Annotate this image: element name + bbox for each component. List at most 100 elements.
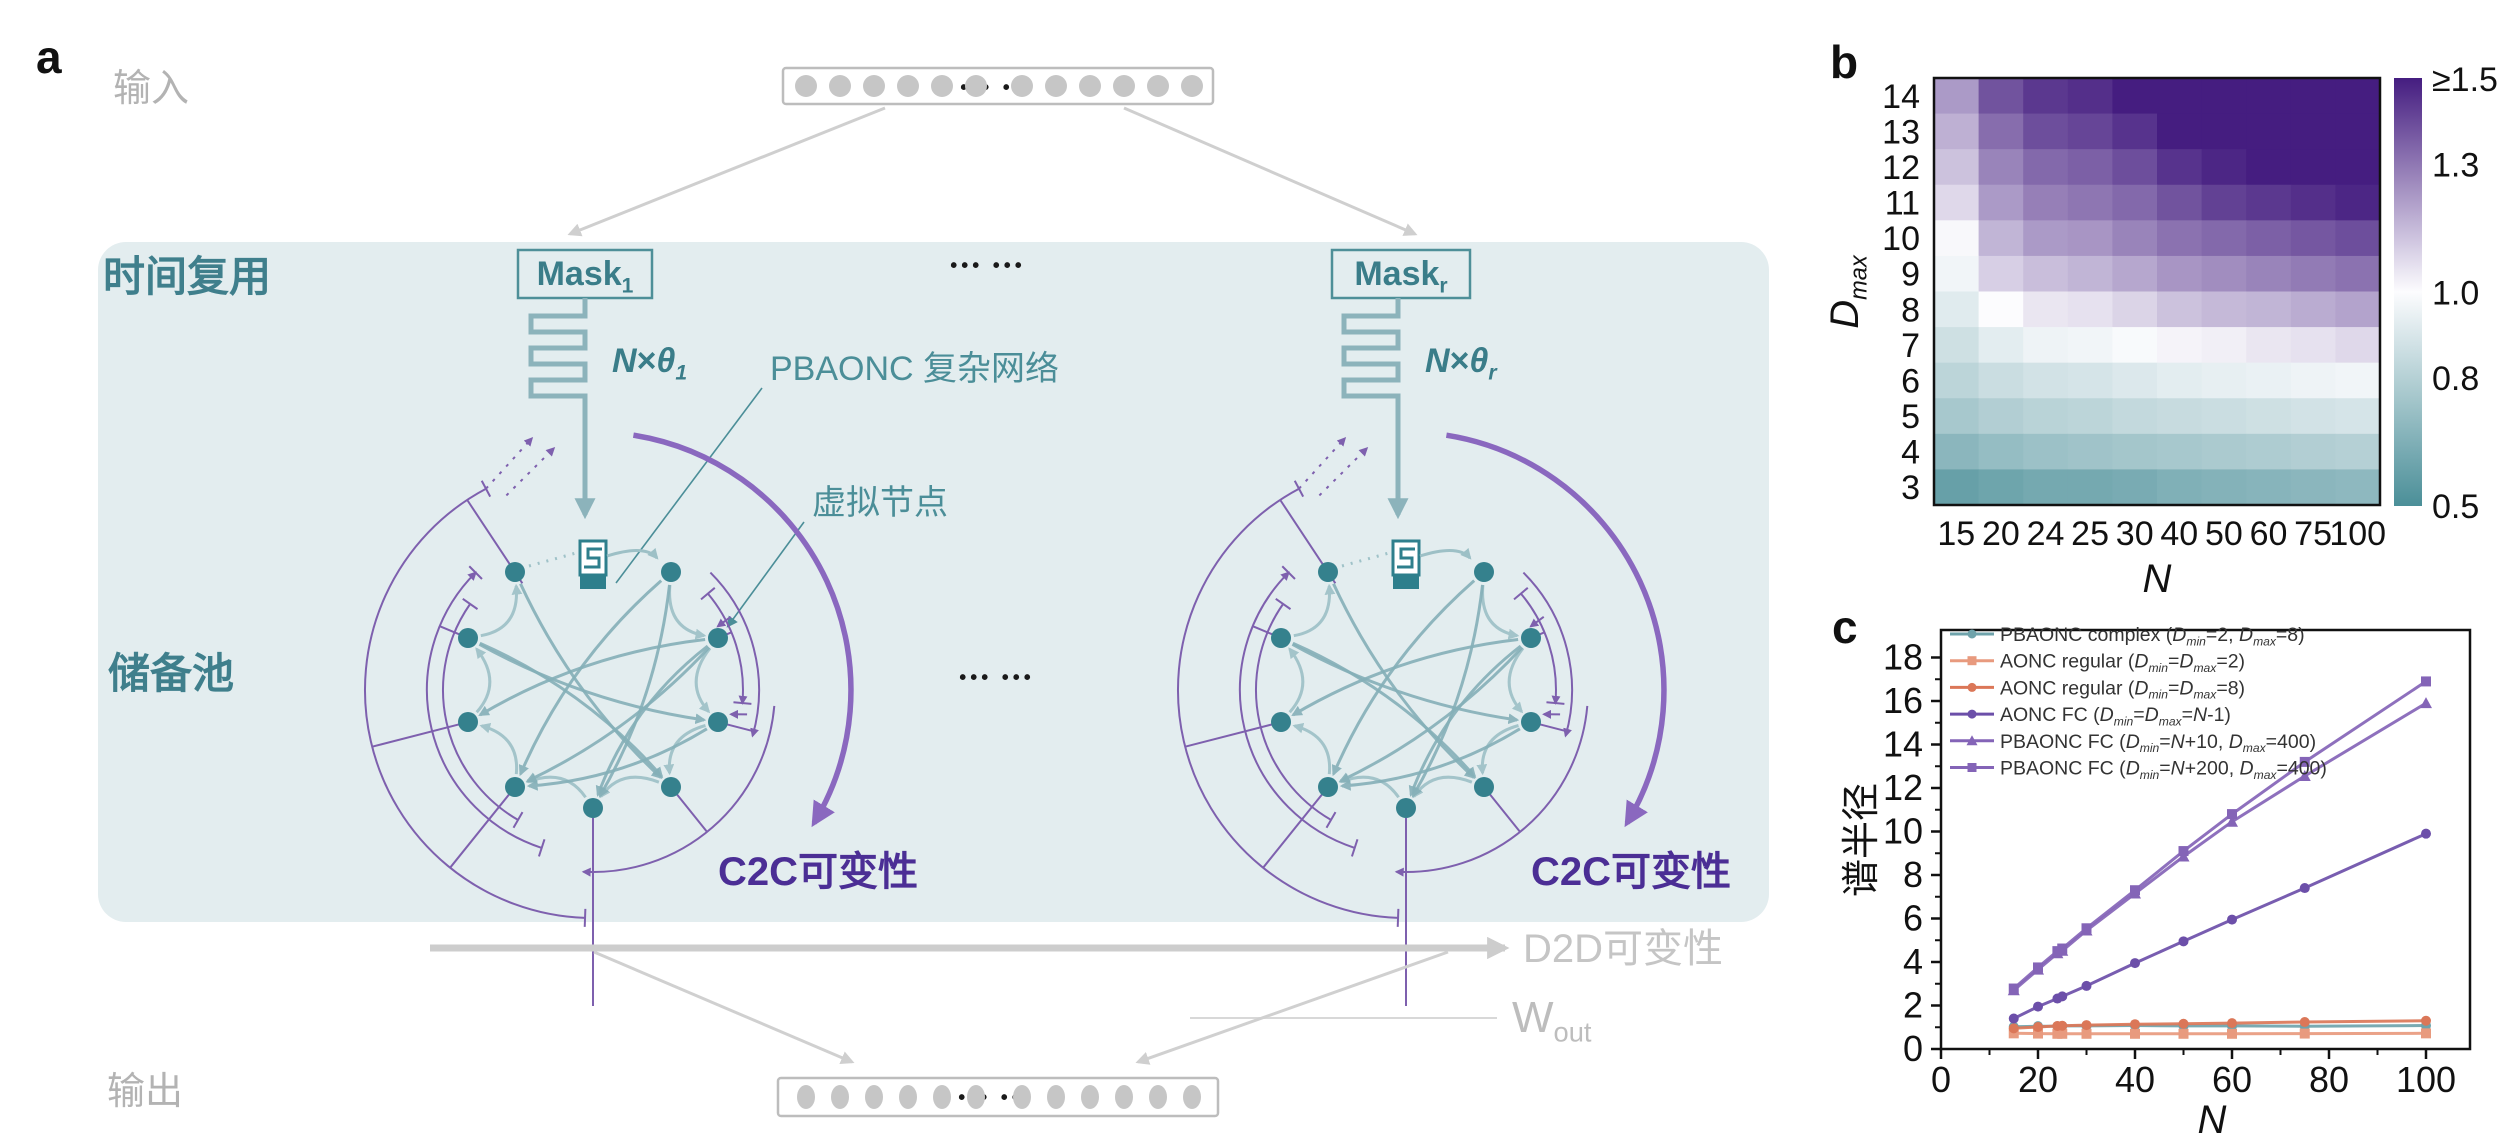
- heatmap-cell: [2023, 433, 2069, 470]
- delay-loop-arc: [1176, 487, 1399, 919]
- data-point: [2008, 1023, 2019, 1034]
- heatmap-cell: [2157, 184, 2203, 221]
- data-point: [2420, 697, 2432, 709]
- heatmap-cell: [2246, 362, 2292, 399]
- network-edge: [694, 647, 712, 714]
- delay-loop-arc: [1394, 705, 1589, 877]
- mask1-box: Mask1: [516, 248, 654, 300]
- heatmap-ylabel: Dmax: [1823, 254, 1872, 329]
- delay-loop-arc: [581, 705, 776, 877]
- panel-a: a 输入 时间复用 储备池 ••• ••• Mask1 ••• ••• Mask…: [36, 31, 1769, 1118]
- y-tick-label: 8: [1903, 854, 1923, 895]
- heatmap-cell: [2246, 255, 2292, 292]
- heatmap-cell: [2201, 113, 2247, 150]
- y-tick-label: 4: [1903, 941, 1923, 982]
- delay-loop-cap: [1325, 811, 1337, 829]
- heatmap-cell: [2157, 469, 2203, 506]
- reservoir-node: [505, 562, 525, 582]
- heatmap-cell: [1978, 469, 2024, 506]
- reservoir-node: [1271, 628, 1291, 648]
- delay-spoke: [371, 720, 470, 748]
- data-point: [2299, 756, 2310, 767]
- heatmap-xlabel: N: [2143, 557, 2172, 601]
- reservoir-node: [583, 798, 603, 818]
- delay-loop-cap: [700, 587, 716, 601]
- network-edge: [1292, 641, 1477, 779]
- ntheta1-label: N×θ1: [612, 342, 687, 384]
- heatmap-cell: [1978, 291, 2024, 328]
- heatmap-cell: [2246, 149, 2292, 186]
- network-edge: [663, 724, 706, 776]
- data-point: [2178, 1028, 2189, 1039]
- network-edge: [1332, 583, 1476, 779]
- network-edge: [479, 641, 664, 779]
- colorbar-tick: 1.0: [2432, 275, 2479, 313]
- delay-loop-arc: [707, 592, 748, 705]
- delay-spoke: [1184, 720, 1283, 748]
- reservoir-node: [458, 712, 478, 732]
- reservoir-node: [1521, 712, 1541, 732]
- heatmap-cell: [2112, 398, 2158, 435]
- input-node: [829, 75, 851, 97]
- input-label: 输入: [113, 68, 189, 110]
- delay-loop-cap: [1350, 839, 1359, 857]
- delay-loop-arc: [1520, 592, 1561, 705]
- heatmap-cell: [1978, 78, 2024, 115]
- heatmap-cell: [1934, 362, 1980, 399]
- linechart-legend: PBAONC complex (Dmin=2, Dmax=8) AONC regu…: [1950, 624, 2327, 782]
- network-edge: [478, 638, 706, 717]
- heatmap-cell: [2023, 113, 2069, 150]
- heatmap-cell: [2290, 469, 2336, 506]
- input-node: [1147, 75, 1169, 97]
- heatmap-cell: [2112, 78, 2158, 115]
- data-point: [2081, 923, 2092, 934]
- colorbar: [2394, 78, 2422, 506]
- heatmap-xtick: 24: [2027, 515, 2065, 553]
- data-point: [2299, 1017, 2310, 1028]
- heatmap-xtick: 40: [2160, 515, 2198, 553]
- heatmap-cell: [2112, 149, 2158, 186]
- heatmap-cell: [2067, 255, 2113, 292]
- network-edge: [478, 642, 707, 725]
- heatmap-xtick: 15: [1937, 515, 1975, 553]
- heatmap-cell: [2201, 255, 2247, 292]
- input-node: [931, 75, 953, 97]
- injection-to-node-arrow: [606, 547, 659, 560]
- data-point: [2057, 1020, 2068, 1031]
- injection-icon-wave: [584, 547, 602, 569]
- heatmap-cell: [2290, 220, 2336, 257]
- maskr-waveform-arrow: [1341, 298, 1409, 520]
- output-node: [865, 1085, 883, 1109]
- heatmap-cell: [2112, 220, 2158, 257]
- output-node: [899, 1085, 917, 1109]
- heatmap-cell: [2335, 113, 2381, 150]
- delay-inward-arrow: [1529, 615, 1545, 628]
- input-to-mask1-arrow: [567, 106, 886, 237]
- injection-icon-wave: [1397, 547, 1415, 569]
- delay-loop-arc: [425, 571, 543, 849]
- heatmap-cell: [2201, 184, 2247, 221]
- heatmap-xtick: 100: [2329, 515, 2386, 553]
- y-tick-label: 18: [1883, 637, 1923, 678]
- data-point: [2421, 676, 2431, 687]
- panel-c-label: c: [1832, 601, 1858, 653]
- data-point: [2299, 883, 2310, 894]
- heatmap-cell: [2023, 184, 2069, 221]
- panel-b-label: b: [1830, 36, 1858, 88]
- network-edge: [1339, 727, 1521, 791]
- reservoir-label: 储备池: [108, 650, 234, 697]
- heatmap-cell: [2201, 469, 2247, 506]
- x-tick-label: 0: [1931, 1059, 1951, 1100]
- delay-loop-arc: [709, 571, 760, 738]
- wout-label: Wout: [1512, 993, 1592, 1048]
- delay-loop-arc: [363, 487, 586, 919]
- heatmap-cell: [1934, 78, 1980, 115]
- network-edge: [1291, 642, 1520, 725]
- heatmap-cell: [2157, 327, 2203, 364]
- data-point: [2227, 1018, 2237, 1029]
- reservoir-node: [458, 628, 478, 648]
- output-node: [831, 1085, 849, 1109]
- injection-icon-base: [580, 575, 606, 589]
